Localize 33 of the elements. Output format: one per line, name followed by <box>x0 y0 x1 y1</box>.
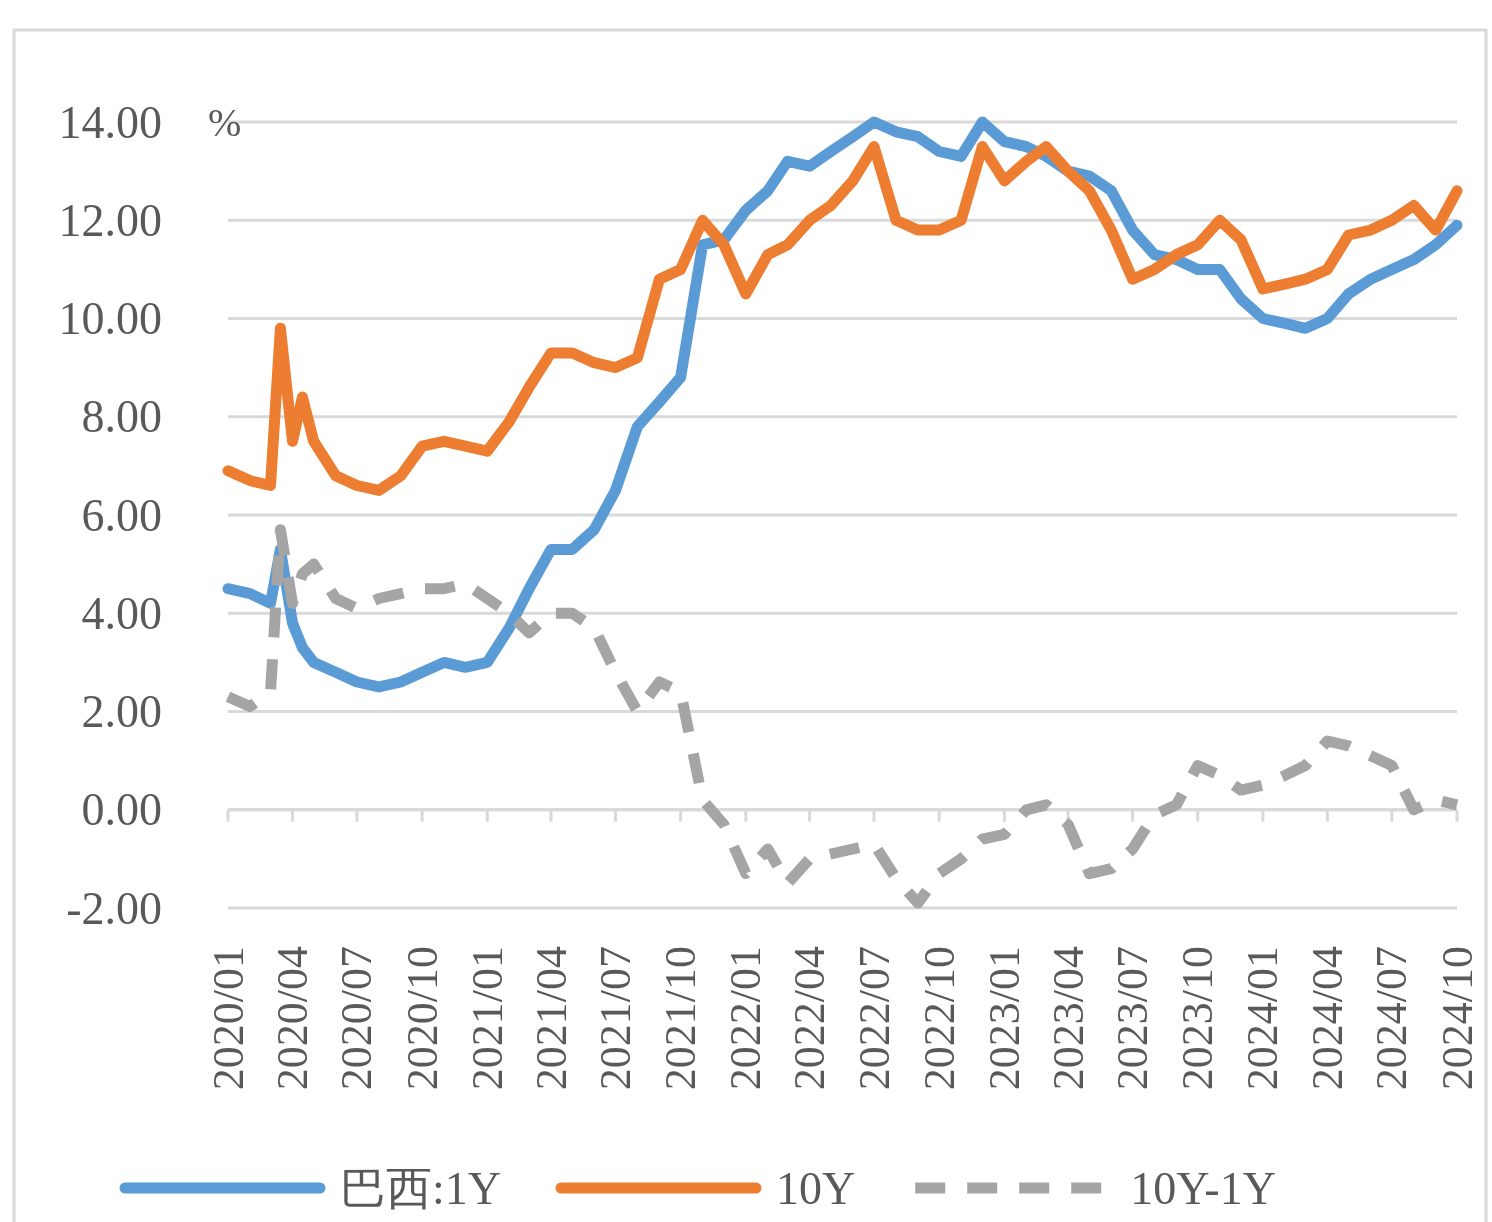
x-tick-label: 2021/10 <box>656 946 706 1091</box>
y-tick-label: 6.00 <box>81 489 162 541</box>
y-tick-label: 12.00 <box>58 194 162 246</box>
x-tick-label: 2024/04 <box>1302 946 1352 1091</box>
x-tick-label: 2022/07 <box>849 946 899 1091</box>
y-tick-label: 14.00 <box>58 96 162 148</box>
x-tick-label: 2023/10 <box>1173 946 1223 1091</box>
x-tick-label: 2023/07 <box>1108 946 1158 1091</box>
legend-label: 10Y-1Y <box>1130 1162 1276 1214</box>
y-tick-label: 4.00 <box>81 587 162 639</box>
x-tick-label: 2020/04 <box>267 946 317 1091</box>
x-tick-label: 2022/10 <box>914 946 964 1091</box>
x-tick-label: 2020/01 <box>203 946 253 1091</box>
x-tick-label: 2022/01 <box>721 946 771 1091</box>
x-tick-label: 2020/10 <box>397 946 447 1091</box>
x-tick-label: 2024/10 <box>1432 946 1482 1091</box>
y-tick-label: 2.00 <box>81 686 162 737</box>
y-axis-title: % <box>208 99 242 145</box>
x-tick-label: 2021/01 <box>462 946 512 1091</box>
x-tick-label: 2021/07 <box>590 946 640 1091</box>
x-tick-label: 2021/04 <box>526 946 576 1091</box>
y-tick-label: 10.00 <box>58 293 162 344</box>
x-tick-label: 2022/04 <box>785 946 835 1091</box>
y-tick-label: 0.00 <box>81 784 162 836</box>
x-tick-label: 2024/01 <box>1238 946 1288 1091</box>
x-tick-label: 2023/04 <box>1043 946 1093 1091</box>
legend-label: 巴西:1Y <box>340 1162 501 1214</box>
legend-label: 10Y <box>776 1162 856 1214</box>
x-tick-label: 2020/07 <box>332 946 382 1091</box>
x-tick-label: 2023/01 <box>979 946 1029 1091</box>
x-tick-label: 2024/07 <box>1367 946 1417 1091</box>
y-tick-label: 8.00 <box>81 391 162 443</box>
y-tick-label: -2.00 <box>66 882 162 934</box>
